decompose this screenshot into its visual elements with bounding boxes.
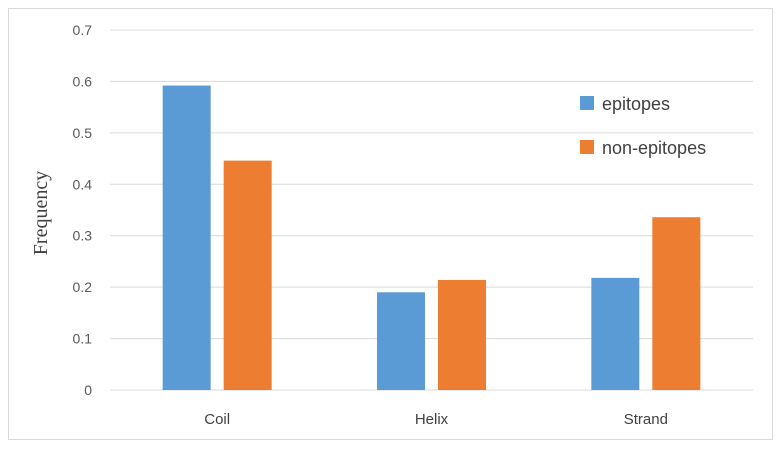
bars — [162, 85, 701, 391]
bar-non-epitopes-helix — [438, 279, 486, 390]
y-tick-label: 0.2 — [73, 279, 93, 295]
y-tick-label: 0.7 — [73, 22, 93, 38]
legend-swatch-epitopes — [580, 96, 594, 110]
bar-epitopes-strand — [591, 277, 640, 390]
bar-epitopes-helix — [377, 292, 425, 390]
y-tick-label: 0.5 — [73, 125, 93, 141]
y-tick-label: 0 — [84, 382, 92, 398]
x-tick-label: Helix — [415, 411, 449, 428]
x-tick-label: Strand — [624, 411, 668, 428]
y-axis-label: Frequency — [30, 171, 52, 255]
bar-non-epitopes-strand — [652, 217, 701, 390]
legend: epitopes non-epitopes — [580, 94, 706, 158]
gridlines — [110, 29, 753, 391]
bar-epitopes-coil — [162, 85, 211, 391]
x-tick-label: Coil — [204, 411, 230, 428]
bar-non-epitopes-coil — [223, 160, 272, 390]
y-tick-label: 0.3 — [73, 228, 93, 244]
legend-label-epitopes: epitopes — [602, 94, 670, 114]
y-axis-ticks: 0 0.1 0.2 0.3 0.4 0.5 0.6 0.7 — [73, 22, 93, 398]
y-tick-label: 0.6 — [73, 73, 93, 89]
y-tick-label: 0.4 — [73, 176, 93, 192]
y-tick-label: 0.1 — [73, 331, 93, 347]
legend-label-non-epitopes: non-epitopes — [602, 138, 706, 158]
legend-swatch-non-epitopes — [580, 140, 594, 154]
x-axis-ticks: Coil Helix Strand — [204, 411, 668, 428]
